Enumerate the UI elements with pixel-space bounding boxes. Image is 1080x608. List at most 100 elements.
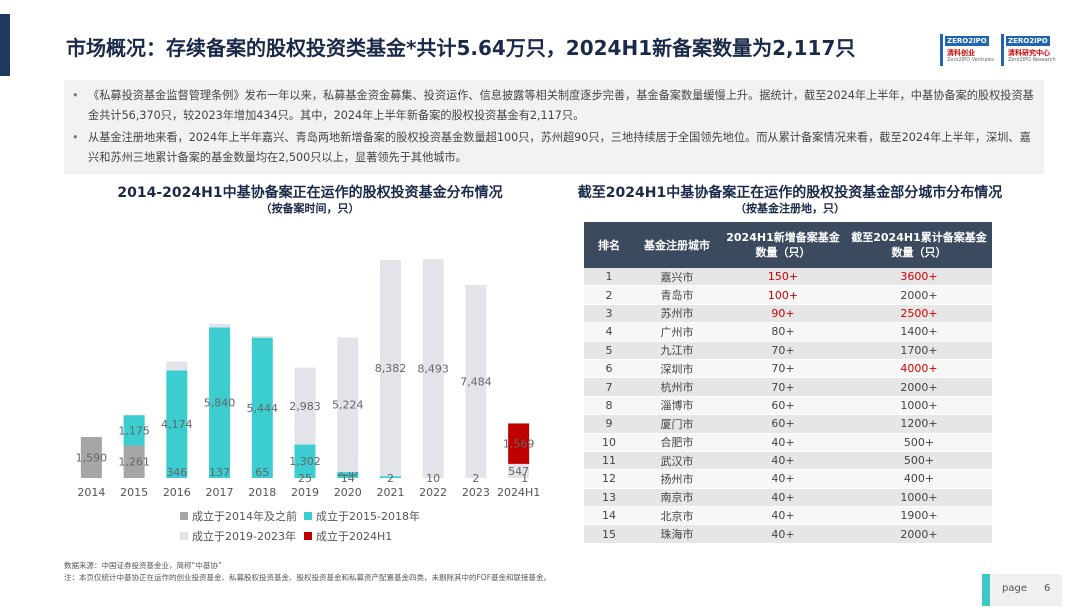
rank-cell: 7 — [584, 377, 634, 397]
city-cell: 广州市 — [634, 322, 720, 342]
zero2ipo-research-logo: ZERO2IPO 清科研究中心 Zero2IPO Research — [1001, 34, 1056, 66]
legend-label: 成立于2019-2023年 — [192, 529, 296, 543]
new-count-cell: 60+ — [720, 414, 846, 434]
zero2ipo-ventures-logo: ZERO2IPO 清科创业 Zero2IPO Ventures — [940, 34, 995, 66]
data-label: 547 — [508, 465, 529, 478]
data-label: 1 — [521, 472, 528, 485]
new-count-cell: 40+ — [720, 469, 846, 489]
bar-segment — [379, 260, 401, 477]
bar-segment — [337, 337, 359, 473]
table-row: 15 珠海市 40+ 2000+ — [584, 524, 992, 544]
x-tick-label: 2015 — [120, 486, 148, 499]
total-count-cell: 2000+ — [846, 524, 992, 544]
data-label: 14 — [341, 472, 355, 485]
logo-badge: ZERO2IPO — [945, 36, 989, 46]
bullet-dot-icon: • — [72, 131, 79, 144]
new-count-cell: 40+ — [720, 506, 846, 526]
bar-segment — [123, 445, 145, 478]
data-label: 2 — [472, 472, 479, 485]
data-label: 1,569 — [503, 438, 535, 451]
x-tick-label: 2021 — [376, 486, 404, 499]
total-count-cell: 2500+ — [846, 304, 992, 324]
x-tick-label: 2022 — [419, 486, 447, 499]
bar-segment — [379, 476, 401, 478]
new-count-cell: 70+ — [720, 341, 846, 360]
table-row: 7 杭州市 70+ 2000+ — [584, 377, 992, 397]
data-label: 65 — [255, 466, 269, 479]
data-label: 7,484 — [460, 376, 492, 389]
logo-badge: ZERO2IPO — [1006, 36, 1050, 46]
rank-cell: 2 — [584, 285, 634, 305]
summary-bullet: • 从基金注册地来看，2024年上半年嘉兴、青岛两地新增备案的股权投资基金数量超… — [72, 128, 1036, 168]
bullet-dot-icon: • — [72, 89, 79, 102]
rank-cell: 3 — [584, 304, 634, 324]
bar-segment — [123, 415, 145, 446]
total-count-cell: 1000+ — [846, 396, 992, 416]
logo-en: Zero2IPO Ventures — [947, 57, 994, 63]
header-new: 2024H1新增备案基金数量（只） — [720, 222, 846, 268]
city-cell: 嘉兴市 — [634, 268, 720, 287]
rank-cell: 1 — [584, 268, 634, 287]
new-count-cell: 60+ — [720, 396, 846, 416]
table-row: 11 武汉市 40+ 500+ — [584, 451, 992, 471]
header-total: 截至2024H1累计备案基金数量（只） — [846, 222, 992, 268]
table-row: 3 苏州市 90+ 2500+ — [584, 304, 992, 324]
note-text: 注：本页仅统计中基协正在运作的创业投资基金、私募股权投资基金、股权投资基金和私募… — [64, 573, 552, 582]
city-cell: 珠海市 — [634, 524, 720, 544]
table-row: 12 扬州市 40+ 400+ — [584, 469, 992, 489]
total-count-cell: 2000+ — [846, 285, 992, 305]
data-label: 1,261 — [118, 456, 150, 469]
data-label: 8,382 — [375, 362, 407, 375]
total-count-cell: 500+ — [846, 433, 992, 452]
table-row: 6 深圳市 70+ 4000+ — [584, 359, 992, 379]
table-row: 4 广州市 80+ 1400+ — [584, 322, 992, 342]
legend-label: 成立于2015-2018年 — [316, 509, 420, 523]
city-cell: 武汉市 — [634, 451, 720, 471]
data-label: 5,224 — [332, 399, 364, 412]
rank-cell: 6 — [584, 359, 634, 379]
title-bar: 市场概况：存续备案的股权投资类基金*共计5.64万只，2024H1新备案数量为2… — [0, 14, 1080, 76]
rank-cell: 5 — [584, 341, 634, 360]
legend-label: 成立于2014年及之前 — [192, 509, 297, 523]
page-number: 6 — [1044, 583, 1051, 594]
table-row: 10 合肥市 40+ 500+ — [584, 433, 992, 452]
new-count-cell: 80+ — [720, 322, 846, 342]
bar-chart: 1,590 2014 1,261 1,175 2015 4,174 346 2016 5,840… — [76, 259, 540, 543]
table-row: 2 青岛市 100+ 2000+ — [584, 285, 992, 305]
x-tick-label: 2023 — [462, 486, 490, 499]
rank-cell: 9 — [584, 414, 634, 434]
table-row: 14 北京市 40+ 1900+ — [584, 506, 992, 526]
data-label: 25 — [298, 472, 312, 485]
summary-bullet: • 《私募投资基金监督管理条例》发布一年以来，私募基金资金募集、投资运作、信息披… — [72, 86, 1036, 126]
total-count-cell: 4000+ — [846, 359, 992, 379]
x-tick-label: 2018 — [248, 486, 276, 499]
rank-cell: 8 — [584, 396, 634, 416]
x-tick-label: 2016 — [163, 486, 191, 499]
table-header-row: 排名 基金注册城市 2024H1新增备案基金数量（只） 截至2024H1累计备案… — [584, 222, 992, 268]
source-text: 数据来源：中国证券投资基金业，简称“中基协” — [64, 561, 222, 570]
city-cell: 北京市 — [634, 506, 720, 526]
chart-subtitle: （按备案时间，只） — [260, 202, 360, 215]
bar-segment — [465, 285, 487, 478]
city-cell: 厦门市 — [634, 414, 720, 434]
header-city: 基金注册城市 — [634, 222, 720, 268]
bar-segment — [508, 423, 530, 464]
new-count-cell: 40+ — [720, 488, 846, 508]
logo-cn: 清科研究中心 — [1008, 49, 1050, 57]
city-cell: 杭州市 — [634, 377, 720, 397]
bar-segment — [209, 323, 231, 328]
bar-segment — [337, 472, 359, 478]
total-count-cell: 2000+ — [846, 377, 992, 397]
data-label: 8,493 — [417, 363, 449, 376]
logo-en: Zero2IPO Research — [1008, 57, 1056, 63]
legend-label: 成立于2024H1 — [316, 529, 392, 543]
bar-segment — [251, 335, 273, 338]
city-cell: 扬州市 — [634, 469, 720, 489]
new-count-cell: 40+ — [720, 433, 846, 452]
legend-swatch — [180, 512, 188, 520]
page-indicator: page 6 — [982, 574, 1062, 606]
new-count-cell: 150+ — [720, 268, 846, 287]
data-label: 5,444 — [247, 402, 278, 415]
rank-cell: 11 — [584, 451, 634, 471]
title-accent-bar — [0, 14, 10, 76]
